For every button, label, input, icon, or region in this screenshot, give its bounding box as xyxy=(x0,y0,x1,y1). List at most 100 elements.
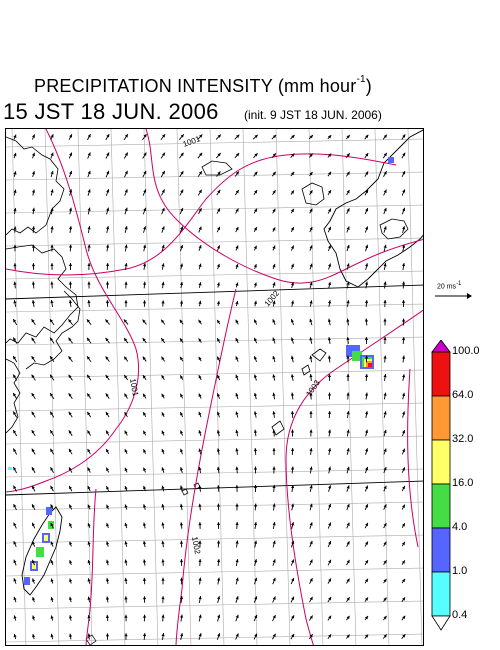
wind-vector xyxy=(272,411,276,418)
wind-vector xyxy=(401,504,406,510)
wind-vector xyxy=(105,244,110,252)
wind-vector xyxy=(290,226,295,233)
wind-vector xyxy=(13,244,17,252)
wind-vector xyxy=(401,485,406,492)
wind-vector xyxy=(383,171,387,177)
wind-vector xyxy=(309,540,313,548)
wind-vector xyxy=(217,614,221,622)
wind-vector xyxy=(12,318,18,326)
wind-vector xyxy=(87,170,91,178)
wind-vector xyxy=(68,411,73,418)
wind-vector xyxy=(291,484,295,493)
wind-vector xyxy=(142,411,147,418)
coastline-korea-south xyxy=(25,290,81,370)
wind-vector xyxy=(346,263,350,270)
wind-vector xyxy=(68,467,73,473)
wind-vector xyxy=(234,152,240,159)
wind-vector xyxy=(161,430,165,436)
wind-vector xyxy=(327,540,332,548)
wind-vector xyxy=(142,133,147,141)
wind-vector xyxy=(68,337,73,344)
wind-vector xyxy=(124,263,128,270)
wind-vector xyxy=(383,281,387,289)
wind-vector xyxy=(235,521,239,530)
wind-vector xyxy=(290,171,295,177)
wind-vector xyxy=(50,578,54,584)
wind-vector xyxy=(235,245,239,251)
colorbar-label: 32.0 xyxy=(452,433,474,445)
wind-vector xyxy=(253,152,258,159)
wind-vector xyxy=(309,522,313,529)
wind-vector xyxy=(123,319,129,325)
wind-vector xyxy=(253,374,257,381)
wind-vector xyxy=(290,429,295,437)
wind-vector xyxy=(180,244,184,252)
wind-vector xyxy=(161,374,165,381)
wind-vector xyxy=(253,596,258,603)
wind-vector xyxy=(401,355,406,363)
wind-vector xyxy=(13,207,17,215)
wind-vector xyxy=(253,448,258,455)
wind-vector xyxy=(253,337,258,344)
wind-vector xyxy=(31,189,36,196)
wind-vector xyxy=(13,300,17,307)
wind-vector xyxy=(290,208,295,214)
wind-vector xyxy=(327,300,332,307)
wind-vector xyxy=(87,467,91,473)
wind-vector xyxy=(272,521,276,530)
wind-vector xyxy=(309,392,313,400)
wind-vector xyxy=(106,485,110,492)
wind-vector xyxy=(13,578,17,584)
wind-vector xyxy=(216,411,221,418)
wind-vector xyxy=(216,152,221,159)
wind-vector xyxy=(216,540,221,548)
colorbar-label: 16.0 xyxy=(452,477,474,489)
wind-vector xyxy=(364,634,369,639)
grid-parallel xyxy=(6,402,423,412)
wind-vector xyxy=(160,170,166,178)
wind-vector xyxy=(124,411,128,418)
reference-vector-label: 20 ms-1 xyxy=(437,281,461,290)
wind-vector xyxy=(272,577,276,585)
wind-vector xyxy=(309,429,313,437)
wind-vector xyxy=(68,615,73,621)
wind-vector xyxy=(198,244,202,252)
colorbar-segment xyxy=(431,439,451,485)
wind-vector xyxy=(271,153,277,158)
wind-vector xyxy=(290,466,295,474)
wind-vector xyxy=(13,134,17,140)
wind-vector xyxy=(346,226,350,233)
wind-vector xyxy=(364,578,369,584)
wind-vector xyxy=(272,208,276,214)
wind-vector xyxy=(253,614,258,622)
colorbar-label: 100.0 xyxy=(452,345,480,357)
wind-vector xyxy=(327,153,332,158)
wind-vector xyxy=(290,245,295,251)
wind-vector xyxy=(235,633,239,640)
wind-vector xyxy=(142,430,147,436)
wind-vector xyxy=(87,133,91,141)
wind-vector xyxy=(272,559,276,566)
grid-parallel xyxy=(6,204,423,214)
wind-vector xyxy=(198,577,202,585)
wind-vector xyxy=(364,485,369,492)
wind-vector xyxy=(346,373,350,382)
wind-vector xyxy=(383,429,387,437)
wind-vector xyxy=(161,300,165,307)
wind-vector xyxy=(346,485,350,492)
isobar-label: 1001 xyxy=(128,378,140,398)
wind-vector xyxy=(382,152,388,159)
wind-vector xyxy=(327,503,332,511)
wind-vector xyxy=(105,467,110,473)
wind-vector xyxy=(346,392,350,400)
wind-vector xyxy=(87,596,91,603)
wind-vector xyxy=(87,152,91,159)
colorbar xyxy=(431,340,451,631)
wind-vector xyxy=(235,356,239,362)
wind-vector xyxy=(272,540,276,548)
wind-vector xyxy=(309,281,313,289)
wind-vector xyxy=(178,134,185,140)
wind-vector xyxy=(87,615,91,621)
wind-vector xyxy=(87,522,91,529)
wind-vector xyxy=(123,152,129,159)
